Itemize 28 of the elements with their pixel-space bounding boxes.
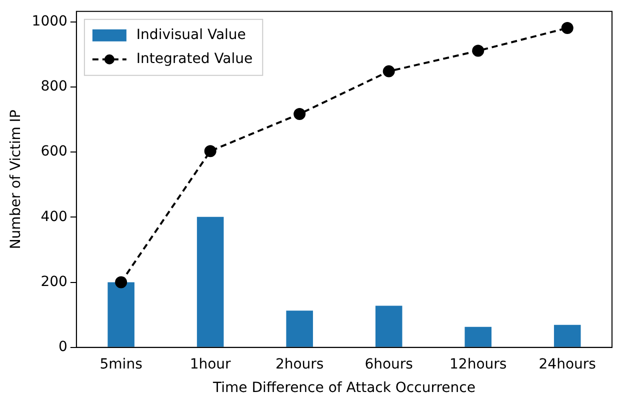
point bbox=[472, 44, 484, 57]
y-tick-label: 400 bbox=[40, 208, 68, 225]
bar bbox=[286, 310, 313, 347]
bar bbox=[464, 326, 492, 347]
point bbox=[115, 276, 128, 288]
bar bbox=[554, 324, 581, 347]
point bbox=[382, 65, 395, 78]
y-tick-label: 800 bbox=[40, 78, 68, 95]
x-axis-title: Time Difference of Attack Occurrence bbox=[212, 380, 476, 396]
point bbox=[204, 145, 216, 158]
y-tick-label: 0 bbox=[58, 339, 68, 356]
point bbox=[561, 22, 574, 34]
bar bbox=[375, 306, 402, 347]
legend-label: Indivisual Value bbox=[136, 27, 246, 44]
bar bbox=[108, 282, 134, 347]
x-tick-label: 1hour bbox=[190, 356, 232, 372]
y-tick-label: 600 bbox=[40, 144, 68, 160]
point bbox=[294, 108, 306, 120]
x-tick-label: 2hours bbox=[275, 356, 324, 372]
y-tick-label: 1000 bbox=[32, 13, 68, 30]
x-tick-label: 24hours bbox=[538, 356, 596, 372]
x-tick-label: 6hours bbox=[364, 356, 413, 372]
x-tick-label: 12hours bbox=[450, 356, 507, 372]
legend-label: Integrated Value bbox=[136, 51, 253, 68]
x-tick-label: 5mins bbox=[100, 356, 142, 372]
y-tick-label: 200 bbox=[40, 274, 68, 290]
bar bbox=[196, 216, 224, 347]
y-axis-title: Number of Victim IP bbox=[8, 110, 24, 250]
